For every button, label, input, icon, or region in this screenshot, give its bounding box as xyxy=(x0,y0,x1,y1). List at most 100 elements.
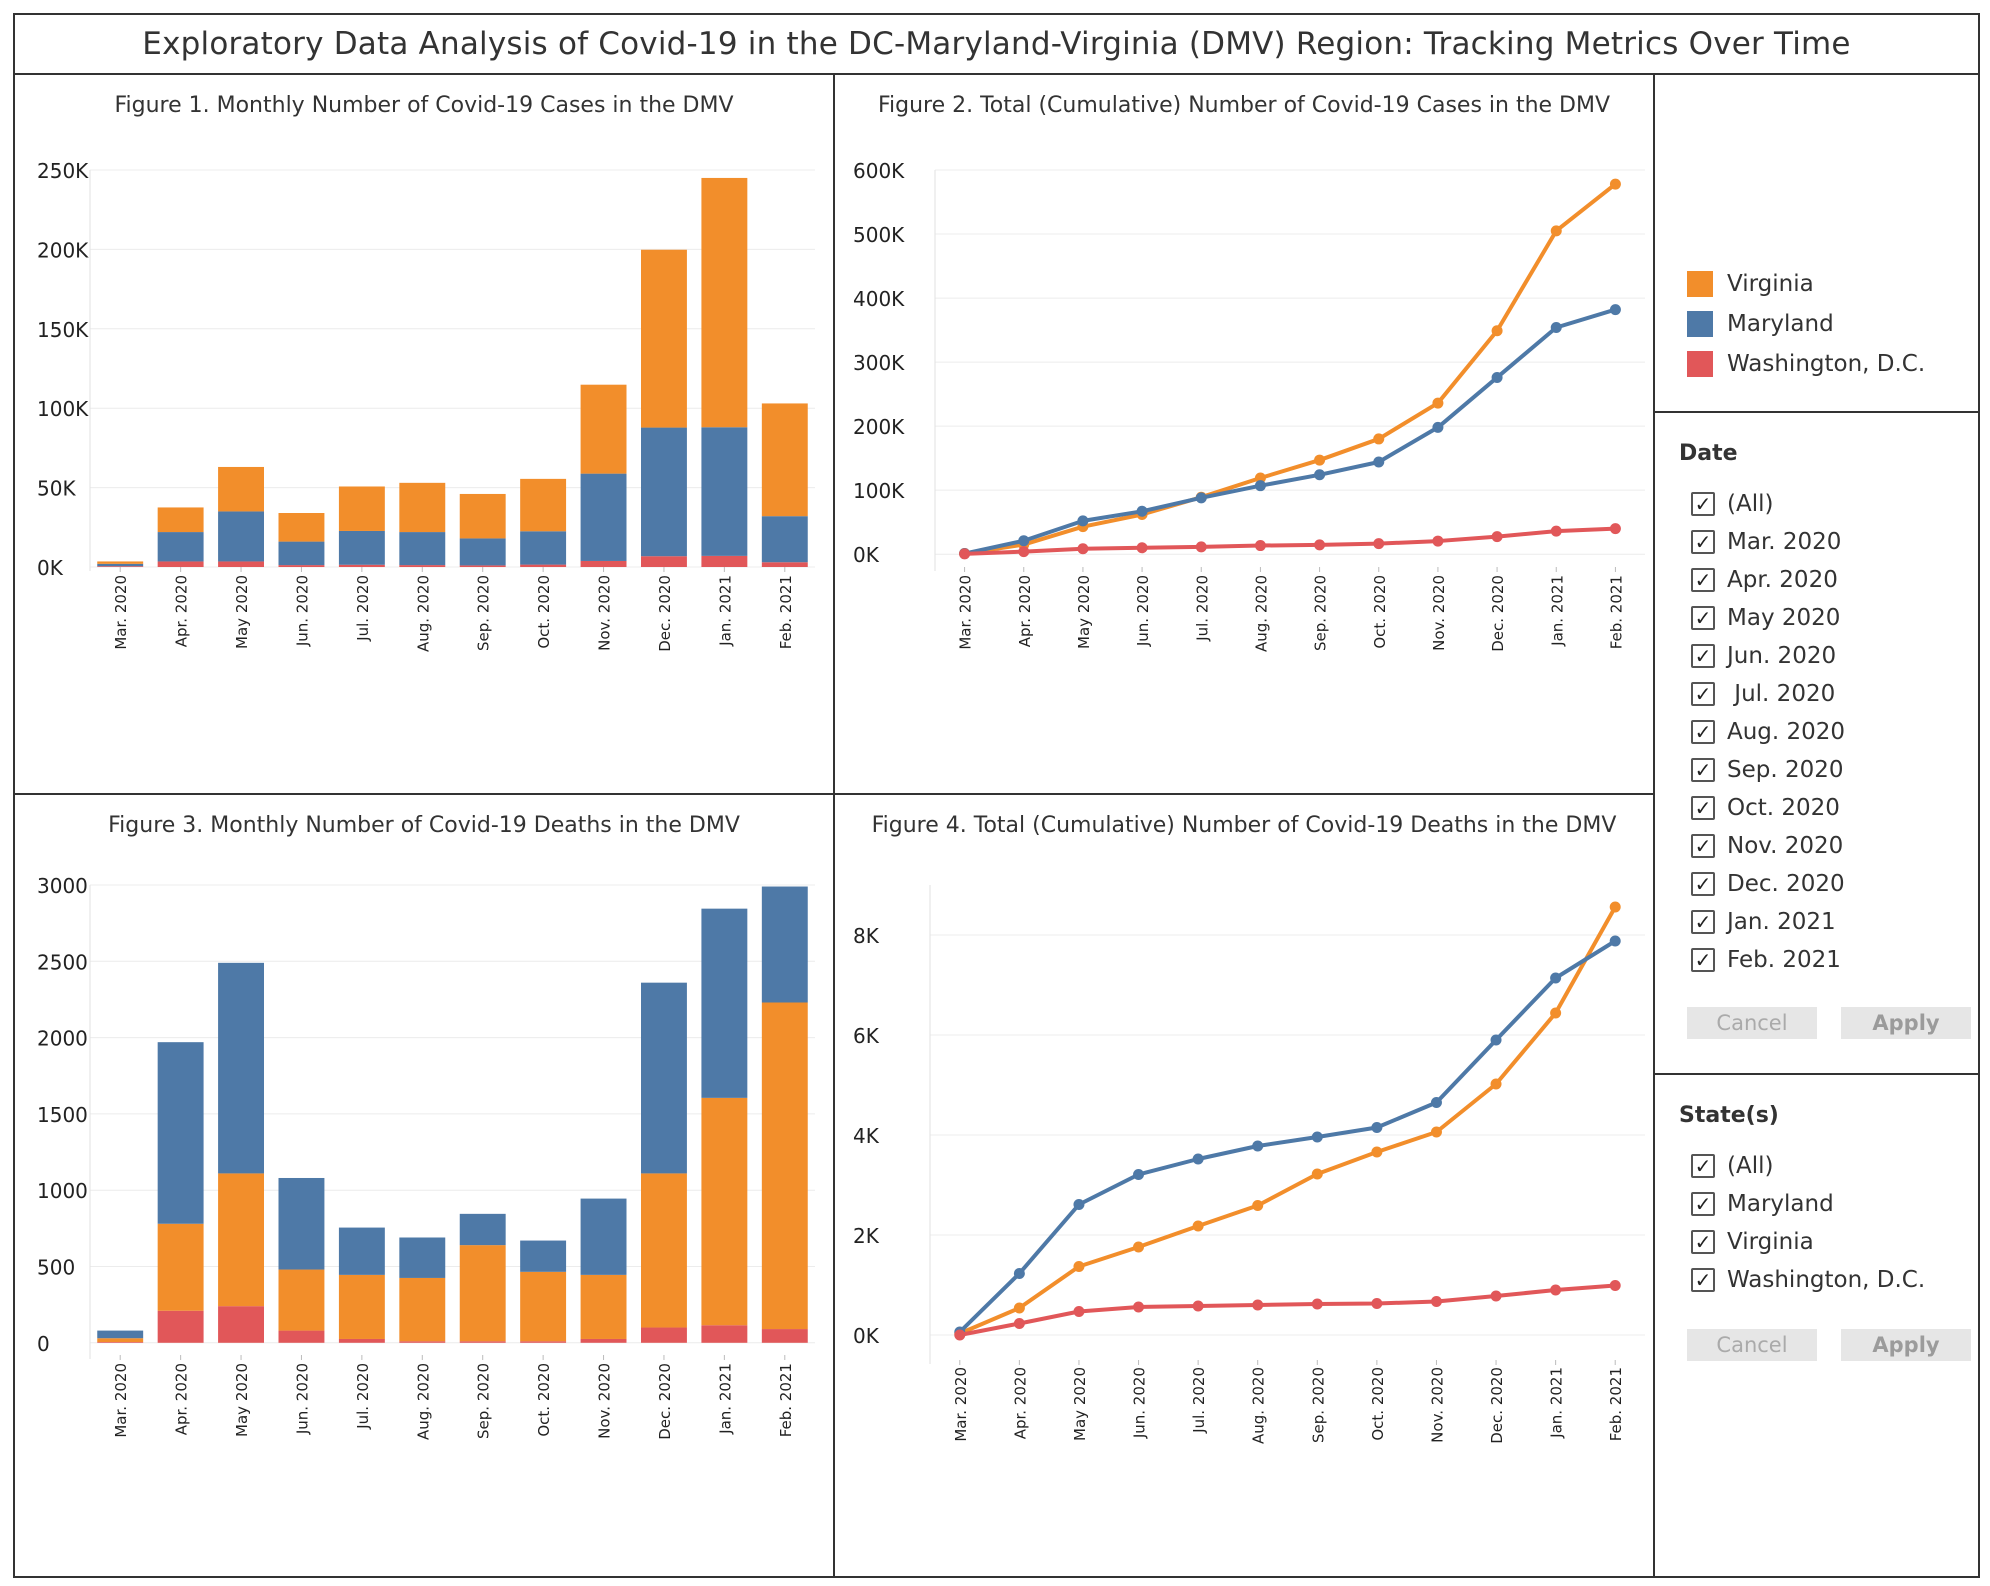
data-point[interactable] xyxy=(1490,1034,1502,1046)
bar-segment[interactable] xyxy=(157,507,204,533)
state-filter-option[interactable]: ✓ (All) xyxy=(1691,1147,1925,1185)
bar-segment[interactable] xyxy=(580,560,627,567)
data-point[interactable] xyxy=(1073,1306,1085,1317)
bar-segment[interactable] xyxy=(218,1306,264,1343)
data-point[interactable] xyxy=(1073,1199,1085,1210)
bar-segment[interactable] xyxy=(520,1341,567,1343)
bar-segment[interactable] xyxy=(278,565,325,567)
bar-segment[interactable] xyxy=(218,511,264,562)
bar-segment[interactable] xyxy=(157,561,204,567)
bar-segment[interactable] xyxy=(459,538,506,566)
bar-segment[interactable] xyxy=(520,1240,567,1272)
date-cancel-button[interactable]: Cancel xyxy=(1687,1007,1817,1039)
bar-segment[interactable] xyxy=(97,563,144,567)
bar-segment[interactable] xyxy=(218,561,264,567)
bar-segment[interactable] xyxy=(338,530,385,565)
data-point[interactable] xyxy=(1491,531,1503,543)
data-point[interactable] xyxy=(1550,972,1562,984)
bar-segment[interactable] xyxy=(761,886,808,1003)
bar-segment[interactable] xyxy=(641,1173,687,1328)
data-point[interactable] xyxy=(1609,304,1621,316)
bar-segment[interactable] xyxy=(520,564,567,567)
bar-segment[interactable] xyxy=(97,1342,144,1343)
data-point[interactable] xyxy=(1311,1168,1323,1180)
bar-segment[interactable] xyxy=(157,1310,204,1343)
bar-segment[interactable] xyxy=(761,1002,808,1330)
bar-segment[interactable] xyxy=(580,1274,627,1339)
data-point[interactable] xyxy=(1550,322,1562,334)
state-filter-option[interactable]: ✓ Virginia xyxy=(1691,1223,1925,1261)
bar-segment[interactable] xyxy=(459,565,506,567)
bar-segment[interactable] xyxy=(459,1341,506,1343)
data-point[interactable] xyxy=(1432,421,1444,433)
data-point[interactable] xyxy=(1133,1241,1145,1253)
bar-segment[interactable] xyxy=(278,541,325,566)
bar-segment[interactable] xyxy=(701,908,748,1098)
bar-segment[interactable] xyxy=(399,565,446,567)
bar-segment[interactable] xyxy=(580,1338,627,1343)
checkbox-checked-icon[interactable]: ✓ xyxy=(1691,568,1715,592)
data-point[interactable] xyxy=(1430,1126,1442,1138)
data-point[interactable] xyxy=(1432,397,1444,409)
checkbox-checked-icon[interactable]: ✓ xyxy=(1691,720,1715,744)
data-point[interactable] xyxy=(1133,1169,1145,1180)
bar-segment[interactable] xyxy=(520,478,567,532)
state-apply-button[interactable]: Apply xyxy=(1841,1329,1971,1361)
date-filter-option[interactable]: ✓ Mar. 2020 xyxy=(1691,523,1845,561)
data-point[interactable] xyxy=(1490,1078,1502,1090)
bar-segment[interactable] xyxy=(278,1177,325,1270)
data-point[interactable] xyxy=(1373,538,1385,550)
data-point[interactable] xyxy=(1609,1280,1621,1291)
data-point[interactable] xyxy=(1550,1284,1562,1296)
data-point[interactable] xyxy=(1314,539,1326,551)
bar-segment[interactable] xyxy=(278,1330,325,1343)
bar-segment[interactable] xyxy=(641,556,687,567)
date-filter-option[interactable]: ✓ May 2020 xyxy=(1691,599,1845,637)
data-point[interactable] xyxy=(1195,541,1207,553)
data-point[interactable] xyxy=(1018,546,1030,558)
data-point[interactable] xyxy=(959,548,971,560)
date-filter-option[interactable]: ✓ (All) xyxy=(1691,485,1845,523)
data-point[interactable] xyxy=(1609,901,1621,913)
bar-segment[interactable] xyxy=(218,1173,264,1307)
bar-segment[interactable] xyxy=(218,466,264,512)
data-point[interactable] xyxy=(1252,1140,1264,1152)
bar-segment[interactable] xyxy=(580,473,627,561)
data-point[interactable] xyxy=(1077,515,1089,527)
bar-segment[interactable] xyxy=(338,564,385,567)
bar-segment[interactable] xyxy=(701,1325,748,1343)
bar-segment[interactable] xyxy=(701,177,748,428)
data-point[interactable] xyxy=(1430,1097,1442,1108)
bar-segment[interactable] xyxy=(278,1269,325,1331)
checkbox-checked-icon[interactable]: ✓ xyxy=(1691,1154,1715,1178)
bar-segment[interactable] xyxy=(157,1223,204,1311)
data-point[interactable] xyxy=(1073,1261,1085,1272)
legend-item-virginia[interactable]: Virginia xyxy=(1687,271,1814,297)
bar-segment[interactable] xyxy=(520,1271,567,1342)
bar-segment[interactable] xyxy=(459,1213,506,1246)
checkbox-checked-icon[interactable]: ✓ xyxy=(1691,910,1715,934)
bar-segment[interactable] xyxy=(701,555,748,567)
bar-segment[interactable] xyxy=(218,962,264,1174)
checkbox-checked-icon[interactable]: ✓ xyxy=(1691,758,1715,782)
date-filter-option[interactable]: ✓ Aug. 2020 xyxy=(1691,713,1845,751)
date-filter-option[interactable]: ✓ Jul. 2020 xyxy=(1691,675,1845,713)
data-point[interactable] xyxy=(1373,433,1385,445)
bar-segment[interactable] xyxy=(399,1341,446,1343)
bar-segment[interactable] xyxy=(761,1329,808,1343)
bar-segment[interactable] xyxy=(97,1330,144,1339)
date-filter-option[interactable]: ✓ Jun. 2020 xyxy=(1691,637,1845,675)
bar-segment[interactable] xyxy=(459,1245,506,1342)
date-filter-option[interactable]: ✓ Feb. 2021 xyxy=(1691,941,1845,979)
data-point[interactable] xyxy=(1192,1153,1204,1165)
bar-segment[interactable] xyxy=(641,1327,687,1343)
bar-segment[interactable] xyxy=(399,532,446,566)
bar-segment[interactable] xyxy=(338,486,385,531)
data-point[interactable] xyxy=(954,1329,966,1341)
date-filter-option[interactable]: ✓ Apr. 2020 xyxy=(1691,561,1845,599)
bar-segment[interactable] xyxy=(580,384,627,474)
data-point[interactable] xyxy=(1311,1298,1323,1310)
data-point[interactable] xyxy=(1077,543,1089,555)
checkbox-checked-icon[interactable]: ✓ xyxy=(1691,948,1715,972)
checkbox-checked-icon[interactable]: ✓ xyxy=(1691,606,1715,630)
